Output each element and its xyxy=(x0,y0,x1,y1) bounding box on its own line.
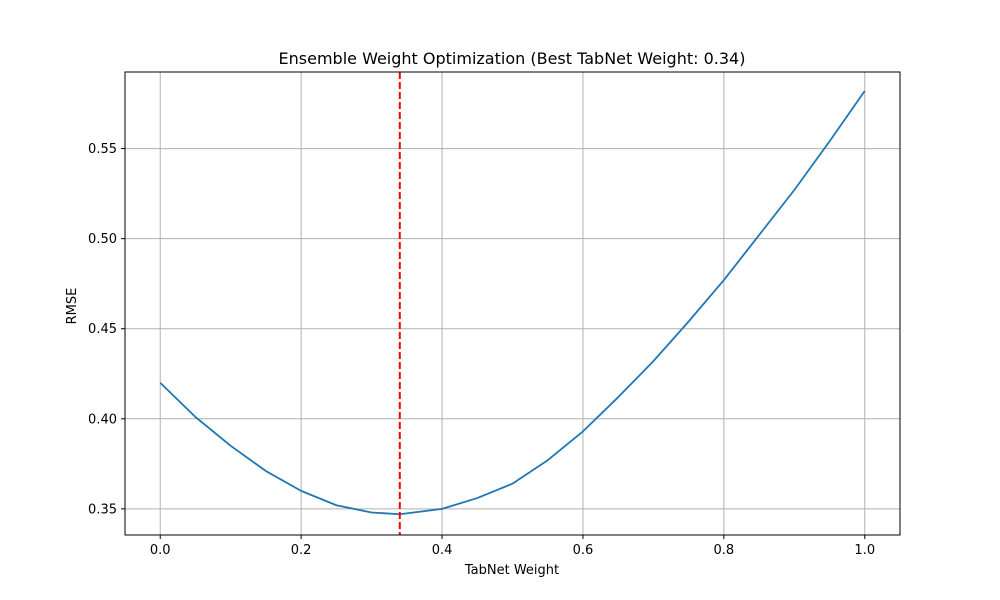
y-tick-label: 0.55 xyxy=(88,142,117,157)
y-tick-label: 0.35 xyxy=(88,502,117,517)
y-tick-label: 0.45 xyxy=(88,322,117,337)
x-tick-label: 0.4 xyxy=(432,543,453,558)
x-tick-label: 1.0 xyxy=(854,543,875,558)
chart-title: Ensemble Weight Optimization (Best TabNe… xyxy=(279,49,746,68)
y-axis-label: RMSE xyxy=(65,288,80,325)
x-tick-label: 0.6 xyxy=(573,543,594,558)
x-axis-label: TabNet Weight xyxy=(464,563,559,578)
y-tick-label: 0.50 xyxy=(88,232,117,247)
y-axis-ticks: 0.35 0.40 0.45 0.50 0.55 xyxy=(88,142,125,517)
plot-frame xyxy=(124,71,901,536)
x-tick-label: 0.8 xyxy=(714,543,735,558)
x-tick-label: 0.2 xyxy=(291,543,312,558)
grid-lines xyxy=(125,72,900,535)
y-tick-label: 0.40 xyxy=(88,412,117,427)
rmse-series-line xyxy=(159,90,866,516)
x-tick-label: 0.0 xyxy=(150,543,171,558)
x-axis-ticks: 0.0 0.2 0.4 0.6 0.8 1.0 xyxy=(150,535,875,558)
series-layer xyxy=(159,90,866,516)
